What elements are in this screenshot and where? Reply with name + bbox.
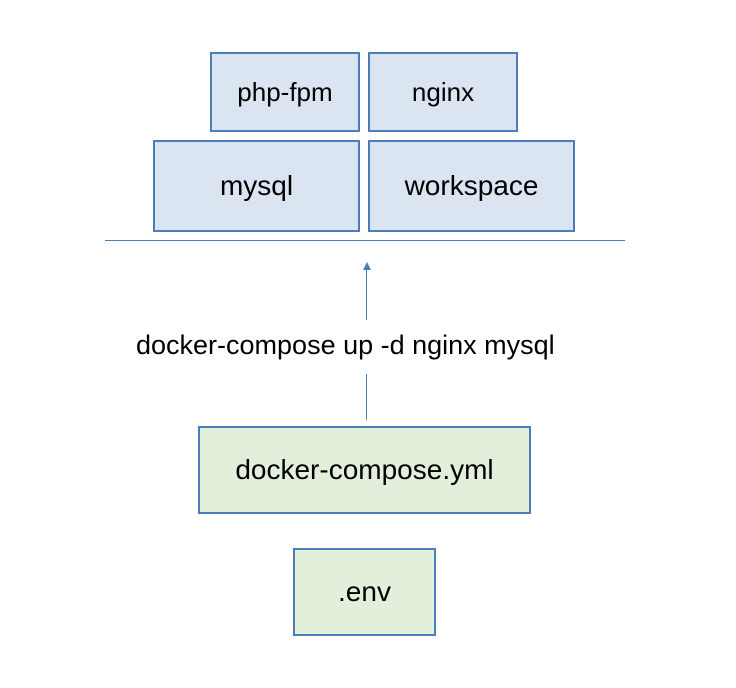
node-nginx-label: nginx (412, 77, 474, 108)
command-text: docker-compose up -d nginx mysql (136, 330, 555, 361)
arrow-upper-head-icon (363, 262, 371, 270)
node-env-label: .env (338, 576, 391, 608)
node-workspace: workspace (368, 140, 575, 232)
arrow-upper-line (366, 270, 367, 320)
divider-line (105, 240, 625, 241)
node-workspace-label: workspace (405, 170, 539, 202)
command-text-label: docker-compose up -d nginx mysql (136, 330, 555, 360)
node-compose-yml-label: docker-compose.yml (235, 454, 493, 486)
node-nginx: nginx (368, 52, 518, 132)
node-mysql-label: mysql (220, 170, 293, 202)
node-env: .env (293, 548, 436, 636)
node-phpfpm-label: php-fpm (237, 77, 332, 108)
node-mysql: mysql (153, 140, 360, 232)
arrow-lower-line (366, 374, 367, 420)
node-phpfpm: php-fpm (210, 52, 360, 132)
node-compose-yml: docker-compose.yml (198, 426, 531, 514)
